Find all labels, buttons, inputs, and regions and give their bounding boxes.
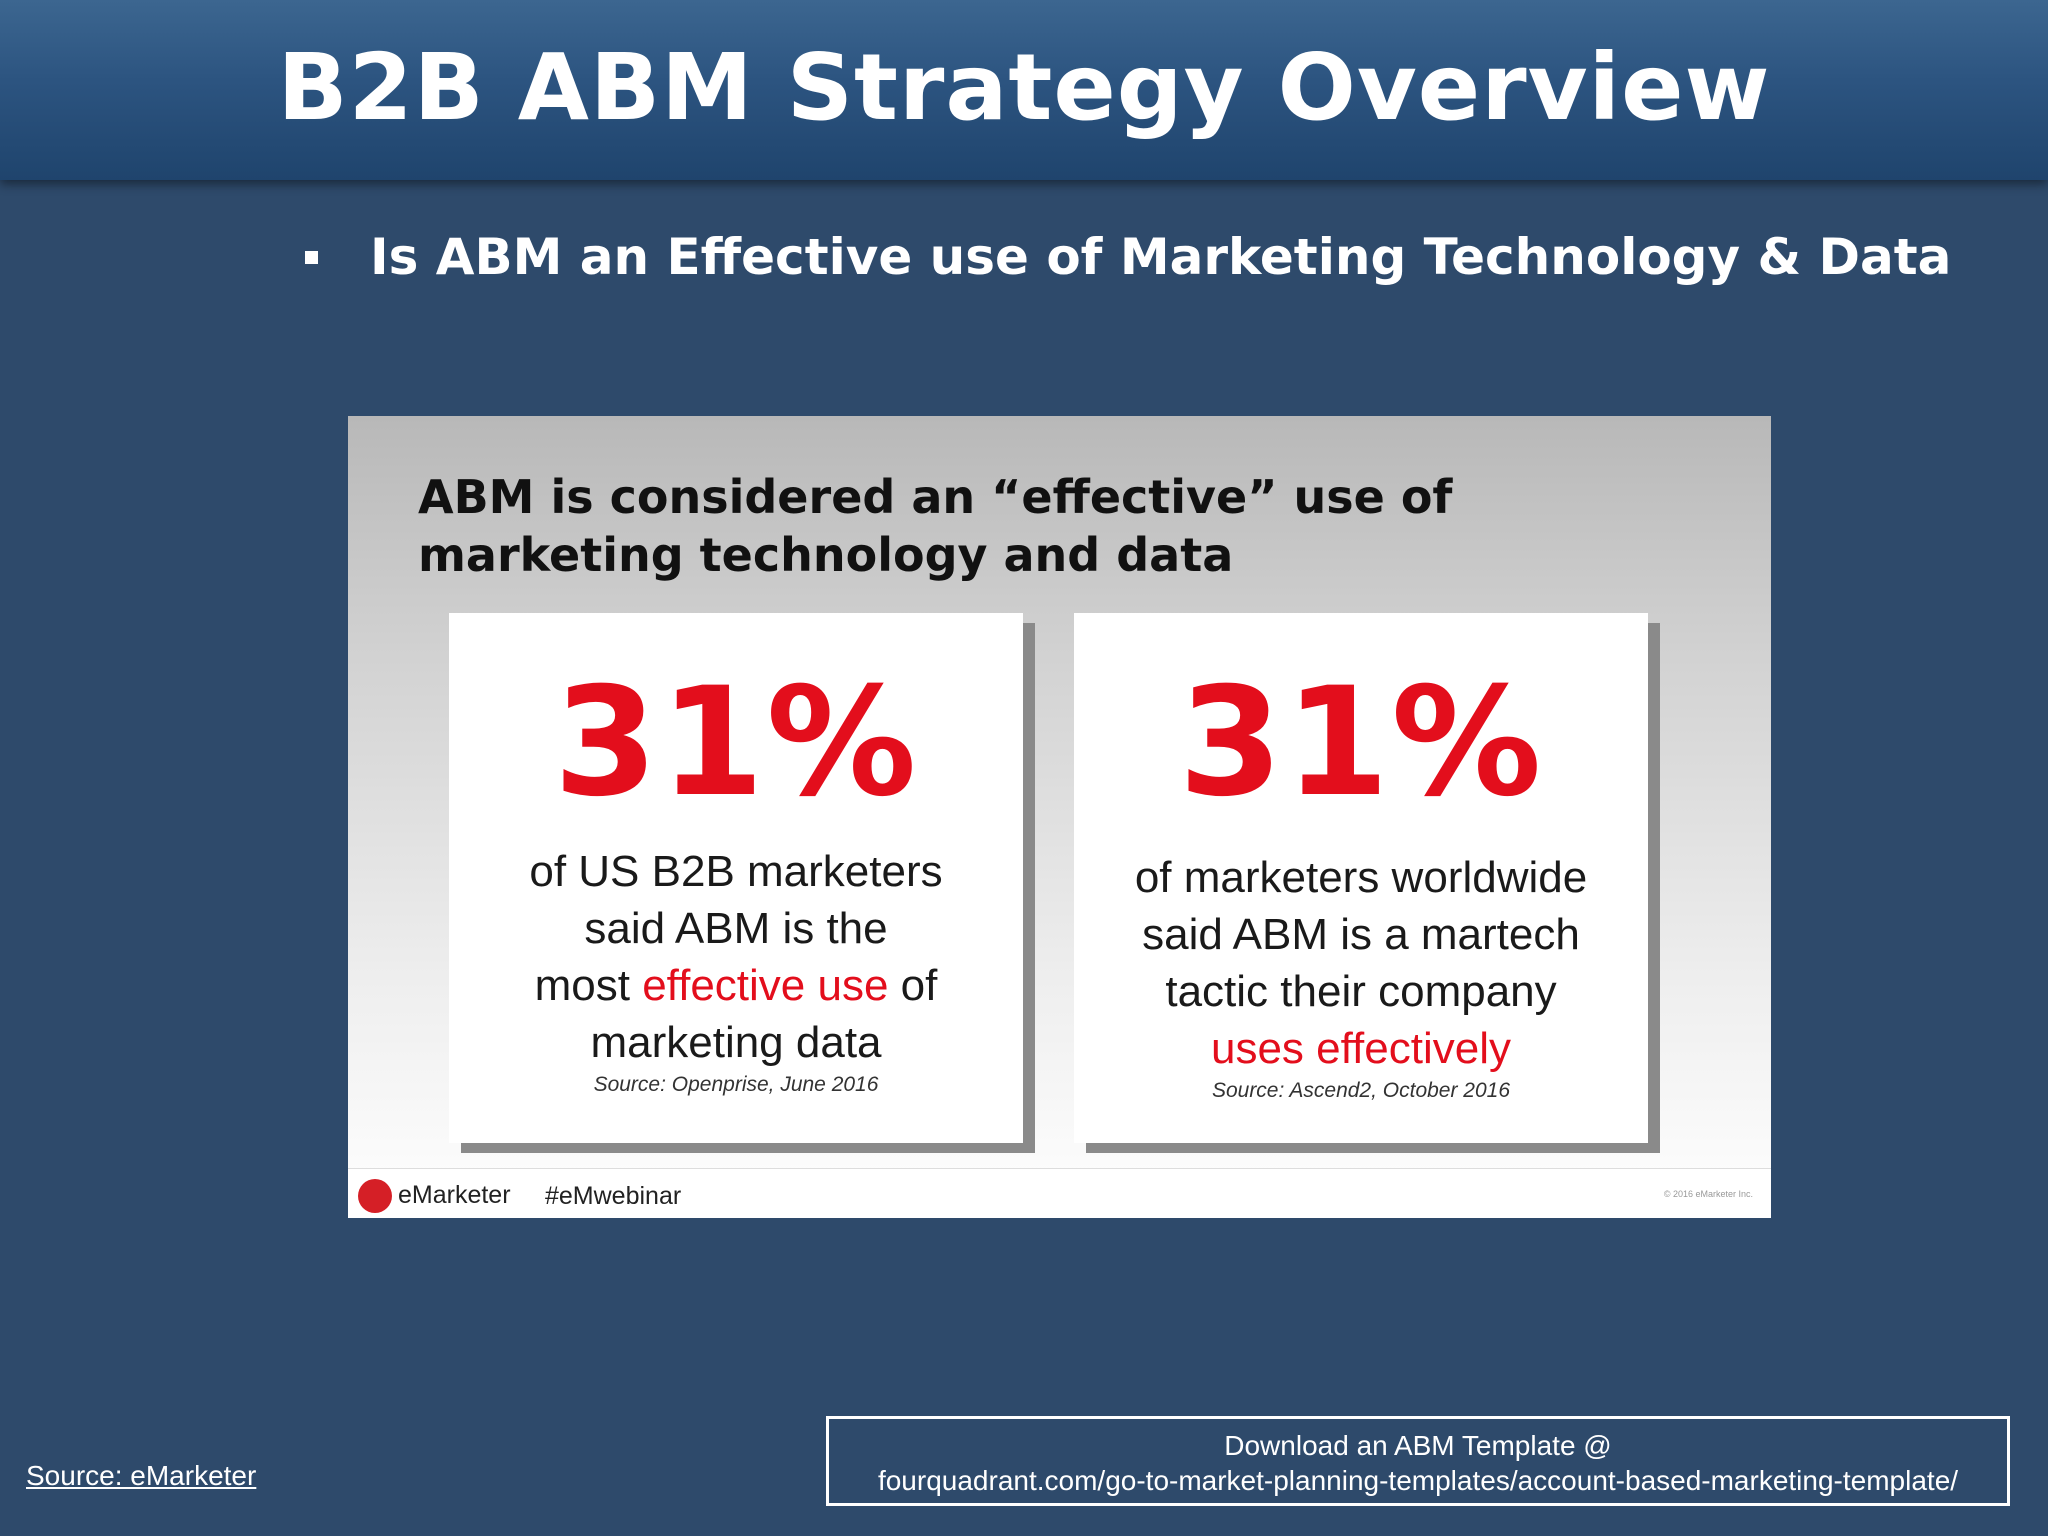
stat-line: most effective use of [479,957,993,1014]
stat-highlight: effective use [642,961,889,1010]
bullet-point: Is ABM an Effective use of Marketing Tec… [305,222,1951,292]
stat-line: said ABM is a martech [1142,910,1580,959]
embedded-slide-title-line2: marketing technology and data [418,528,1234,582]
embedded-slide-image: ABM is considered an “effective” use of … [348,416,1771,1218]
header-bar: B2B ABM Strategy Overview [0,0,2048,180]
stat-line: tactic their company [1165,967,1557,1016]
stat-line: of US B2B marketers [529,847,943,896]
stat-line: of marketers worldwide [1134,853,1588,902]
stat-line: said ABM is the [584,904,888,953]
download-line1: Download an ABM Template @ [1224,1430,1612,1461]
stat-line: marketing data [590,1018,882,1067]
emarketer-logo-text: eMarketer [398,1181,511,1209]
stat-text: of [888,961,938,1010]
embedded-slide-title: ABM is considered an “effective” use of … [418,468,1518,584]
stat-card-us-b2b: 31% of US B2B marketers said ABM is the … [449,613,1023,1143]
download-template-box[interactable]: Download an ABM Template @ fourquadrant.… [826,1416,2010,1506]
stat-card-worldwide: 31% of marketers worldwide said ABM is a… [1074,613,1648,1143]
copyright-text: © 2016 eMarketer Inc. [1663,1189,1753,1199]
bullet-square-icon [305,250,318,264]
stat-percent: 31% [1178,656,1544,830]
stat-source: Source: Openprise, June 2016 [593,1073,879,1096]
stat-percent: 31% [553,656,919,830]
stat-description: of US B2B marketers said ABM is the most… [449,843,1023,1071]
page-title: B2B ABM Strategy Overview [277,33,1771,141]
source-link[interactable]: Source: eMarketer [26,1460,257,1491]
stat-text: most [534,961,643,1010]
download-url[interactable]: fourquadrant.com/go-to-market-planning-t… [877,1465,1959,1496]
stat-highlight: uses effectively [1210,1024,1511,1073]
stat-source: Source: Ascend2, October 2016 [1211,1079,1511,1102]
bullet-text: Is ABM an Effective use of Marketing Tec… [370,228,1952,286]
emarketer-logo-icon [358,1179,392,1213]
embedded-slide-title-line1: ABM is considered an “effective” use of [418,470,1453,524]
webinar-hashtag: #eMwebinar [545,1182,682,1210]
embedded-slide-footer: eMarketer #eMwebinar © 2016 eMarketer In… [348,1168,1771,1218]
stat-description: of marketers worldwide said ABM is a mar… [1074,849,1648,1077]
